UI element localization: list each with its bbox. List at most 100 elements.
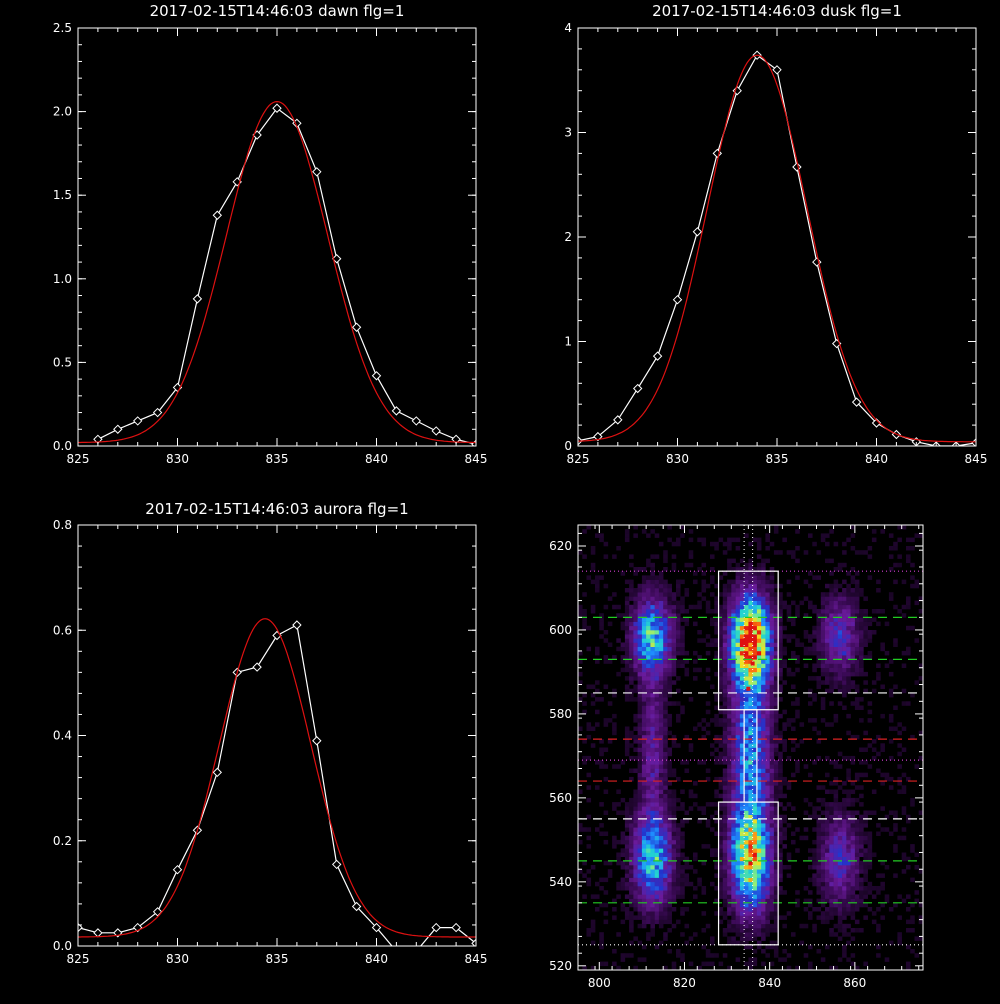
heatmap-cell — [637, 881, 643, 887]
heatmap-cell — [752, 663, 758, 668]
heatmap-cell — [748, 865, 753, 870]
heatmap-cell — [680, 604, 685, 610]
heatmap-cell — [727, 655, 732, 660]
heatmap-cell — [722, 621, 728, 627]
heatmap-cell — [833, 655, 839, 660]
heatmap-cell — [752, 835, 758, 841]
heatmap-cell — [914, 865, 920, 870]
heatmap-cell — [590, 701, 596, 706]
heatmap-cell — [680, 525, 685, 530]
heatmap-cell — [646, 617, 651, 622]
heatmap-cell — [752, 919, 758, 925]
heatmap-cell — [761, 928, 766, 933]
heatmap-cell — [599, 961, 604, 967]
heatmap-cell — [825, 671, 830, 677]
heatmap-cell — [718, 667, 724, 673]
heatmap-cell — [739, 655, 745, 660]
heatmap-cell — [667, 684, 672, 689]
heatmap-cell — [722, 596, 728, 601]
heatmap-cell — [641, 567, 647, 572]
heatmap-cell — [641, 865, 647, 870]
heatmap-cell — [641, 621, 647, 627]
heatmap-cell — [633, 600, 638, 606]
heatmap-cell — [752, 844, 758, 849]
heatmap-cell — [735, 852, 741, 857]
heatmap-cell — [765, 797, 770, 803]
heatmap-cell — [769, 839, 775, 845]
heatmap-cell — [667, 583, 672, 589]
heatmap-cell — [586, 755, 592, 761]
heatmap-cell — [735, 567, 741, 572]
heatmap-cell — [731, 709, 736, 715]
heatmap-cell — [663, 932, 668, 937]
heatmap-cell — [667, 671, 672, 677]
heatmap-cell — [693, 726, 698, 731]
heatmap-cell — [833, 797, 839, 803]
heatmap-cell — [731, 890, 736, 895]
heatmap-cell — [893, 604, 898, 610]
heatmap-cell — [765, 630, 770, 635]
heatmap-cell — [731, 873, 736, 878]
heatmap-cell — [680, 579, 685, 585]
heatmap-cell — [578, 550, 583, 555]
heatmap-cell — [888, 726, 894, 731]
heatmap-cell — [761, 751, 766, 757]
y-tick-label: 0.4 — [53, 729, 72, 743]
heatmap-cell — [658, 541, 664, 547]
heatmap-cell — [773, 768, 779, 773]
heatmap-cell — [641, 839, 647, 845]
heatmap-cell — [752, 747, 758, 752]
heatmap-cell — [701, 718, 707, 723]
heatmap-cell — [833, 604, 839, 610]
heatmap-cell — [803, 923, 809, 929]
heatmap-cell — [744, 839, 749, 845]
heatmap-cell — [731, 751, 736, 757]
heatmap-cell — [812, 726, 817, 731]
heatmap-cell — [748, 806, 753, 811]
heatmap-cell — [773, 856, 779, 862]
heatmap-cell — [846, 625, 851, 631]
heatmap-cell — [761, 638, 766, 643]
heatmap-cell — [633, 596, 638, 601]
heatmap-cell — [816, 755, 822, 761]
heatmap-cell — [629, 953, 634, 958]
heatmap-cell — [756, 915, 762, 920]
heatmap-cell — [769, 667, 775, 673]
heatmap-cell — [837, 814, 843, 820]
heatmap-cell — [658, 873, 664, 878]
heatmap-cell — [603, 902, 609, 908]
heatmap-cell — [676, 634, 681, 639]
heatmap-cell — [586, 797, 592, 803]
heatmap-cell — [816, 638, 822, 643]
heatmap-cell — [650, 722, 655, 727]
heatmap-cell — [680, 709, 685, 715]
heatmap-cell — [748, 583, 753, 589]
heatmap-cell — [586, 625, 592, 631]
heatmap-cell — [756, 588, 762, 593]
heatmap-cell — [761, 562, 766, 568]
heatmap-cell — [641, 600, 647, 606]
heatmap-cell — [837, 873, 843, 878]
heatmap-cell — [782, 835, 787, 841]
heatmap-cell — [854, 604, 860, 610]
heatmap-cell — [641, 823, 647, 828]
heatmap-cell — [676, 831, 681, 836]
heatmap-cell — [846, 659, 851, 664]
heatmap-cell — [739, 760, 745, 765]
heatmap-cell — [727, 579, 732, 585]
heatmap-cell — [735, 726, 741, 731]
heatmap-cell — [761, 588, 766, 593]
heatmap-cell — [654, 869, 660, 874]
heatmap-cell — [637, 692, 643, 698]
heatmap-cell — [752, 814, 758, 820]
heatmap-cell — [812, 692, 817, 698]
heatmap-cell — [791, 621, 796, 627]
heatmap-cell — [901, 747, 907, 752]
heatmap-cell — [582, 692, 587, 698]
heatmap-cell — [739, 726, 745, 731]
heatmap-cell — [829, 529, 834, 534]
heatmap-cell — [731, 638, 736, 643]
heatmap-cell — [646, 609, 651, 614]
heatmap-cell — [744, 730, 749, 736]
heatmap-cell — [658, 718, 664, 723]
